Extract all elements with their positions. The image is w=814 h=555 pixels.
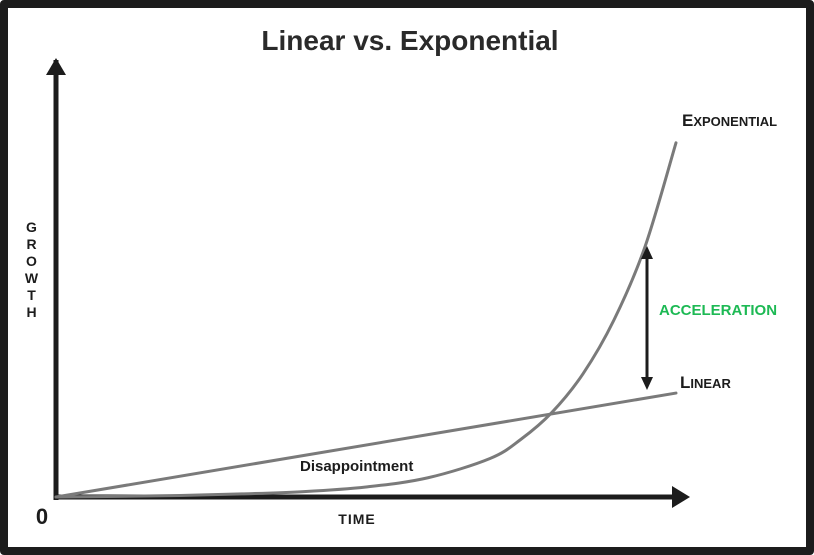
series-label-exponential: EXPONENTIAL [682,111,777,130]
series-line-linear [54,391,678,499]
series-layer [54,141,678,499]
chart-title: Linear vs. Exponential [261,25,558,56]
acceleration-arrow-bottom [641,377,653,390]
x-axis-arrowhead [672,486,690,508]
disappointment-label: Disappointment [300,458,413,475]
acceleration-label: ACCELERATION [659,302,777,319]
origin-label: 0 [36,504,48,529]
y-axis-arrowhead [46,58,66,75]
acceleration-arrow-top [641,246,653,259]
x-axis-label: TIME [338,511,375,527]
series-label-linear: LINEAR [680,373,731,392]
series-line-exponential [54,141,678,499]
